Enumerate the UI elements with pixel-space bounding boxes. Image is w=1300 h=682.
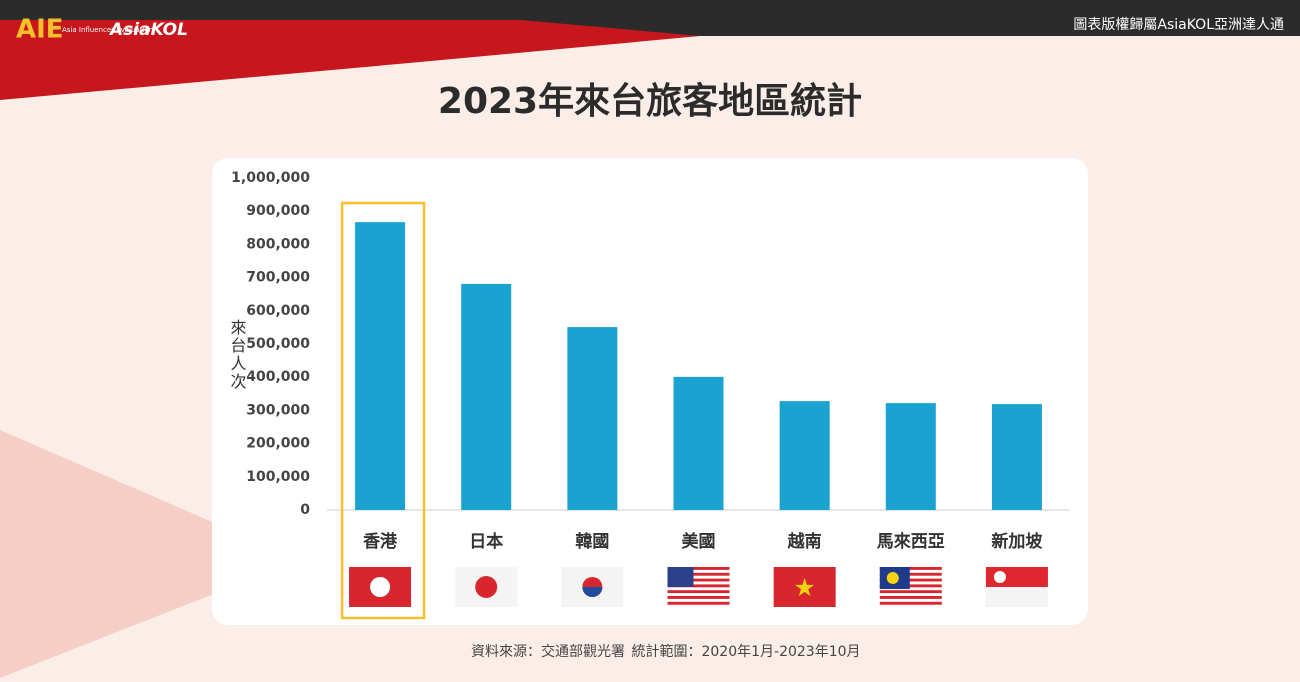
chart-card [212,158,1088,625]
header-strip [0,0,1300,36]
x-tick-label: 日本 [469,531,503,552]
flag-mark [879,578,942,582]
source: 資料來源：交通部觀光署 [471,643,625,660]
y-tick-label: 700,000 [246,270,310,286]
y-tick-label: 900,000 [246,203,310,219]
flag-mark [667,567,730,570]
y-tick-label: 800,000 [246,236,310,252]
flag-mark [667,596,730,599]
bar [991,404,1042,510]
y-tick-label: 200,000 [246,436,310,452]
flag-mark [667,601,730,605]
bar [885,403,936,510]
brand: AsiaKOL [108,20,188,40]
flag-mark [879,596,942,599]
y-tick-label: 300,000 [246,402,310,418]
x-tick-label: 新加坡 [991,531,1042,552]
flag-mark [993,571,1006,583]
flag-mark [879,601,942,605]
flag-mark [667,578,730,582]
x-tick-label: 香港 [363,531,398,552]
y-tick-label: 1,000,000 [231,170,310,186]
logo: AIE [16,15,64,45]
flag-mark [879,567,942,570]
y-tick-label: 600,000 [246,303,310,319]
chart-title: 2023年來台旅客地區統計 [438,81,862,122]
bar [567,327,618,510]
decor [0,430,300,678]
flag-mark [667,590,730,594]
flag-mark [667,584,730,588]
flag-mark [667,572,730,576]
y-tick-label: 400,000 [246,369,310,385]
highlight-box [340,201,426,620]
y-axis-label: 來台人次 [228,319,247,391]
bar [673,376,724,510]
flag-mark [795,578,815,597]
flag-mark [879,572,942,576]
bar [779,401,830,510]
flag-mark [582,587,603,597]
bar [461,283,512,510]
bar [355,222,406,510]
flag-mark [370,577,391,597]
flag-mark [667,567,694,587]
y-tick-label: 0 [300,502,310,518]
x-tick-label: 越南 [787,531,822,552]
flag-mark [879,584,942,588]
flag-mark [475,576,498,598]
y-tick-label: 100,000 [246,469,310,485]
x-tick-label: 馬來西亞 [877,532,945,552]
flag-mark [879,590,942,594]
x-tick-label: 美國 [682,531,716,552]
x-tick-label: 韓國 [575,531,609,552]
flag-mark [886,572,899,584]
copyright: 圖表版權歸屬AsiaKOL亞洲達人通 [1073,16,1284,33]
logo-sub: Asia Influencer Evaluation [62,26,153,34]
y-tick-label: 500,000 [246,336,310,352]
range: 統計範圍：2020年1月-2023年10月 [631,643,860,660]
